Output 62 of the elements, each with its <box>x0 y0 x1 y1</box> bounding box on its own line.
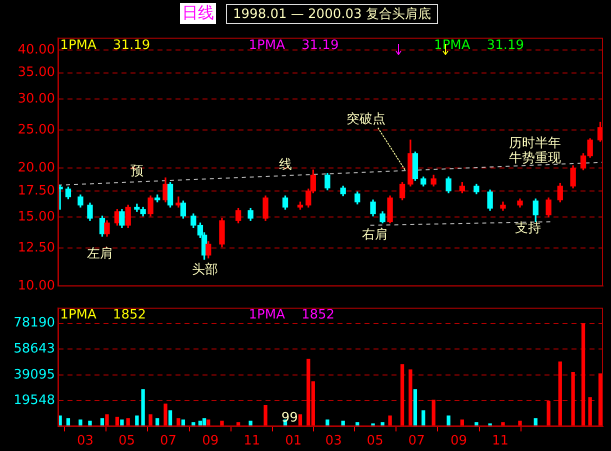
x-tick-label: 01 <box>285 434 302 449</box>
annotation: 突破点 <box>346 112 386 128</box>
bar <box>176 418 180 426</box>
bar <box>400 364 404 426</box>
y-tick-label: 17.50 <box>18 183 55 198</box>
bar <box>588 397 592 426</box>
x-tick-label: 03 <box>325 434 342 449</box>
bar <box>388 416 392 426</box>
y-tick-label: 12.50 <box>18 240 55 256</box>
bar <box>446 416 450 426</box>
annotation: 1PMA 1852 <box>60 307 146 322</box>
bar <box>598 373 602 426</box>
x-tick-label: 11 <box>492 434 509 449</box>
y-tick-label: 15.00 <box>18 210 55 225</box>
annotation: 99 <box>281 410 298 426</box>
bar <box>264 404 268 426</box>
y-tick-label: 40.00 <box>18 42 55 58</box>
bar <box>571 372 575 426</box>
annotation: 头部 <box>192 262 218 278</box>
annotation: 预 <box>130 164 144 180</box>
annotation: 1PMA 1852 <box>248 307 335 322</box>
annotation: 历时半年牛势重现 <box>508 136 561 166</box>
bar <box>135 416 139 426</box>
x-tick-label: 07 <box>160 434 176 449</box>
annotation: 1PMA 31.19 <box>248 38 339 53</box>
annotation: 1PMA 31.19 <box>60 38 150 53</box>
bar <box>408 369 412 426</box>
bar <box>326 419 330 426</box>
x-tick-label: 09 <box>202 434 219 449</box>
x-tick-label: 05 <box>118 434 135 449</box>
bar <box>546 401 550 426</box>
annotation: 支持 <box>514 220 541 236</box>
x-tick-label: 11 <box>244 434 260 449</box>
bar <box>413 389 418 426</box>
bar <box>432 400 436 426</box>
y-tick-label: 30.00 <box>18 91 55 106</box>
x-tick-label: 09 <box>450 434 468 449</box>
x-tick-label: 05 <box>366 434 384 449</box>
x-tick-label: 07 <box>408 434 425 449</box>
y-tick-label: 39095 <box>14 367 55 382</box>
bar <box>164 404 168 426</box>
y-tick-label: 58643 <box>14 341 55 356</box>
y-tick-label: 35.00 <box>18 65 55 80</box>
bar <box>120 419 124 426</box>
y-tick-label: 19548 <box>14 393 55 408</box>
y-tick-label: 25.00 <box>18 122 55 138</box>
annotation: 右肩 <box>362 226 388 242</box>
bar <box>298 414 302 426</box>
annotation: 左肩 <box>86 245 113 262</box>
bar <box>78 419 82 426</box>
bar <box>558 362 562 426</box>
x-tick-label: 03 <box>76 434 94 449</box>
chart-subtitle: 日线 <box>180 3 216 24</box>
bar <box>141 389 145 426</box>
chart-title: 1998.01 — 2000.03 复合头肩底 <box>226 4 438 24</box>
annotation: 线 <box>278 158 292 173</box>
y-tick-label: 20.00 <box>18 160 55 176</box>
bar <box>148 414 152 426</box>
bar <box>581 323 586 426</box>
annotation: 1PMA 31.19 <box>434 38 524 53</box>
y-tick-label: 10.00 <box>18 278 55 294</box>
y-tick-label: 78190 <box>14 316 55 331</box>
